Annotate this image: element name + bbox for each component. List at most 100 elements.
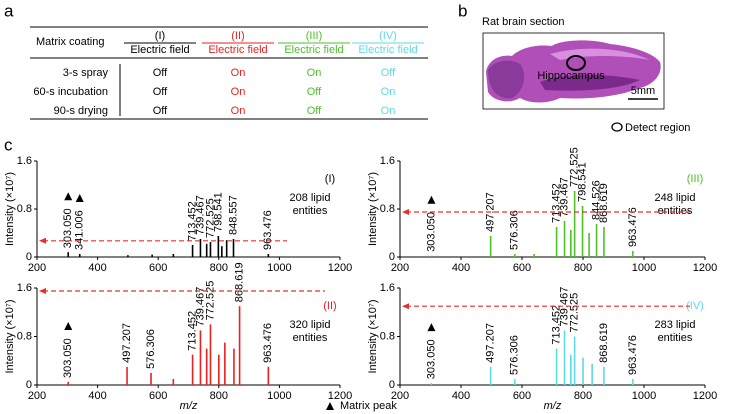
x-tick-label: 600 — [513, 262, 531, 274]
annotation: entities — [293, 332, 328, 344]
x-tick-label: 1200 — [693, 262, 717, 274]
x-tick-label: 1000 — [267, 390, 291, 402]
peak-label: 576.306 — [145, 329, 157, 369]
charts: 0 0.8 1.6 200 400 600 800 1000 1200 Intensity (×1… — [4, 147, 717, 412]
peak-label: 963.476 — [262, 323, 274, 363]
matrix-marker — [64, 192, 73, 201]
y-tick-label: 0 — [26, 251, 32, 263]
detect-circle — [566, 55, 586, 71]
cell: On — [381, 86, 396, 98]
peak-label: 497.207 — [121, 323, 133, 363]
cell: Off — [153, 105, 168, 117]
x-tick-label: 800 — [210, 390, 228, 402]
legend-circle — [611, 122, 623, 132]
cell: Off — [153, 67, 168, 79]
threshold-arrow — [402, 303, 409, 310]
peak-label: 963.476 — [627, 207, 639, 247]
peak-label: 303.050 — [425, 212, 437, 252]
midbrain — [540, 74, 640, 91]
panel-label: a — [4, 1, 14, 20]
series-id: (II) — [323, 300, 336, 312]
panel-label: b — [458, 1, 467, 20]
threshold-arrow — [39, 237, 46, 244]
x-tick-label: 400 — [88, 390, 106, 402]
annotation: entities — [293, 205, 328, 217]
peak-label: 868.619 — [233, 262, 245, 302]
matrix-marker — [75, 194, 84, 202]
x-tick-label: 200 — [391, 390, 409, 402]
peak-label: 713.452 — [551, 183, 563, 223]
peak-label: 739.467 — [558, 287, 570, 327]
annotation: 208 lipid — [290, 192, 331, 204]
y-tick-label: 0.8 — [380, 203, 395, 215]
scale-label: 5mm — [631, 85, 655, 97]
cell: On — [231, 86, 246, 98]
x-tick-label: 400 — [452, 262, 470, 274]
matrix-marker — [64, 321, 73, 330]
y-axis-label: Intensity (×10⁷) — [367, 300, 379, 374]
x-axis-label: m/z — [544, 400, 562, 412]
x-tick-label: 400 — [452, 390, 470, 402]
x-tick-label: 1000 — [632, 262, 656, 274]
x-tick-label: 1200 — [328, 262, 352, 274]
table: (I) Electric field (II) Electric field (III)… — [33, 30, 424, 117]
peak-label: 772.525 — [569, 147, 581, 187]
column-id: (IV) — [379, 30, 397, 42]
y-tick-label: 0.8 — [17, 203, 32, 215]
peak-label: 341.006 — [74, 210, 86, 250]
brain-image — [486, 40, 661, 103]
peak-label: 798.541 — [212, 192, 224, 232]
legend-label: Matrix peak — [340, 400, 397, 412]
peak-label: 576.306 — [509, 210, 521, 250]
x-tick-label: 400 — [88, 262, 106, 274]
cell: Off — [381, 67, 396, 79]
y-axis-label: Intensity (×10⁷) — [4, 172, 16, 246]
column-label: Electric field — [208, 44, 267, 56]
series-id: (IV) — [686, 300, 704, 312]
y-tick-label: 0.8 — [17, 330, 32, 342]
peak-label: 713.452 — [186, 311, 198, 351]
peak-label: 844.526 — [590, 180, 602, 220]
threshold-arrow — [402, 209, 409, 215]
peak-label: 772.525 — [569, 293, 581, 333]
column-id: (III) — [306, 30, 323, 42]
column-label: Electric field — [130, 44, 189, 56]
x-tick-label: 200 — [391, 262, 409, 274]
cerebellum — [488, 60, 525, 99]
x-tick-label: 1200 — [693, 390, 717, 402]
matrix-marker — [427, 323, 436, 332]
cell: Off — [307, 105, 322, 117]
cell: On — [307, 67, 322, 79]
peak-label: 868.619 — [598, 323, 610, 363]
threshold-arrow — [39, 288, 46, 295]
series-id: (I) — [325, 173, 335, 185]
y-axis-label: Intensity (×10⁷) — [367, 172, 379, 246]
y-tick-label: 1.6 — [17, 282, 32, 294]
x-tick-label: 200 — [28, 390, 46, 402]
annotation: entities — [658, 205, 693, 217]
peak-label: 798.541 — [576, 162, 588, 202]
peak-label: 963.476 — [262, 210, 274, 250]
peak-label: 713.452 — [186, 201, 198, 241]
series-id: (III) — [687, 173, 704, 185]
annotation: entities — [658, 332, 693, 344]
x-tick-label: 1000 — [632, 390, 656, 402]
cell: Off — [153, 86, 168, 98]
peak-label: 963.476 — [627, 335, 639, 375]
peak-label: 772.525 — [204, 198, 216, 238]
y-tick-label: 0 — [389, 251, 395, 263]
peak-label: 303.050 — [62, 338, 74, 378]
table-header: Matrix coating — [36, 36, 104, 48]
peak-label: 497.207 — [485, 323, 497, 363]
cell: On — [381, 105, 396, 117]
cell: On — [231, 67, 246, 79]
x-tick-label: 600 — [149, 262, 167, 274]
column-label: Electric field — [284, 44, 343, 56]
peak-label: 772.525 — [204, 281, 216, 321]
peak-label: 739.467 — [194, 195, 206, 235]
annotation: 320 lipid — [290, 319, 331, 331]
peak-label: 868.619 — [598, 183, 610, 223]
row-label: 60-s incubation — [33, 86, 108, 98]
cell: On — [231, 105, 246, 117]
